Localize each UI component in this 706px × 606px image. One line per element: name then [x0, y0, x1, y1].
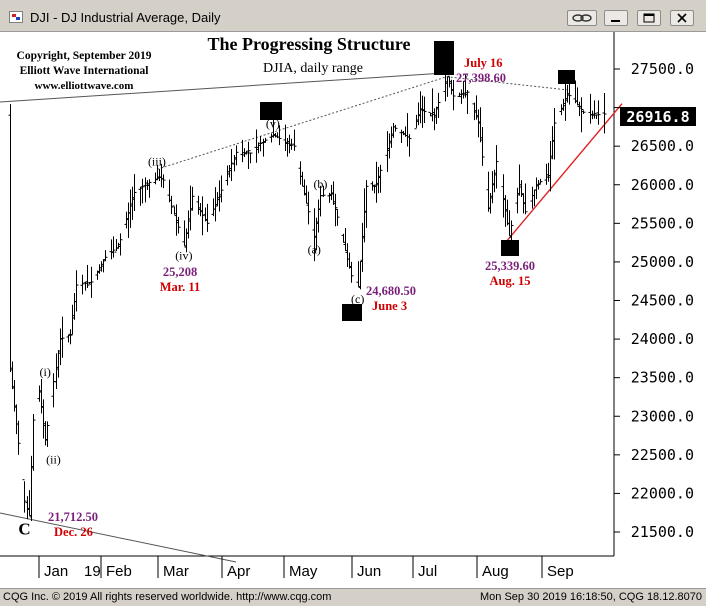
wave-marker-box	[342, 304, 362, 321]
status-bar: CQG Inc. © 2019 All rights reserved worl…	[0, 588, 706, 606]
iii-to-top-dashed-line	[156, 76, 447, 170]
wave-label: (b)	[313, 177, 327, 191]
month-label: Aug	[482, 563, 509, 580]
wave-marker-box	[434, 41, 454, 75]
chart-subtitle: DJIA, daily range	[263, 61, 363, 76]
price-annotation: 27,398.60	[456, 71, 506, 85]
y-tick-label: 24000.0	[631, 330, 694, 348]
price-annotation: 25,339.60	[485, 259, 535, 273]
price-annotation: 25,208	[163, 265, 197, 279]
window-title: DJI - DJ Industrial Average, Daily	[30, 10, 221, 25]
wave-marker-box	[558, 70, 575, 84]
month-label: May	[289, 563, 318, 580]
date-annotation: July 16	[464, 56, 503, 70]
y-tick-label: 23500.0	[631, 369, 694, 387]
title-bar: DJI - DJ Industrial Average, Daily	[0, 0, 706, 32]
minimize-icon	[611, 20, 620, 22]
month-label: Jan	[44, 563, 68, 580]
y-tick-label: 25000.0	[631, 253, 694, 271]
copyright-line-3: www.elliottwave.com	[35, 80, 134, 92]
y-tick-label: 27500.0	[631, 60, 694, 78]
wave-label: (c)	[351, 292, 364, 306]
copyright-line-2: Elliott Wave International	[20, 65, 149, 77]
top-to-sep-dashed-line	[446, 76, 567, 91]
month-label: Jun	[357, 563, 381, 580]
chart-area[interactable]: 21500.0 22000.0 22500.0 23000.0 23500.0 24000…	[0, 32, 706, 588]
wave-label: (iv)	[175, 249, 192, 263]
wave-label: (ii)	[46, 452, 61, 466]
maximize-button[interactable]	[637, 10, 661, 26]
y-tick-label: 21500.0	[631, 523, 694, 541]
date-annotation: June 3	[372, 299, 407, 313]
wave-marker-box	[260, 102, 282, 120]
y-tick-label: 26000.0	[631, 176, 694, 194]
red-trendline	[506, 103, 623, 242]
wave-label: (iii)	[148, 154, 166, 168]
month-label: Sep	[547, 563, 574, 580]
wave-label: (i)	[40, 365, 51, 379]
status-timestamp: Mon Sep 30 2019 16:18:50, CQG 18.12.8070	[480, 591, 702, 603]
last-price-box	[620, 107, 696, 126]
link-button[interactable]	[567, 10, 597, 26]
y-tick-label: 24500.0	[631, 292, 694, 310]
date-annotation: Dec. 26	[54, 525, 93, 539]
wave-label: (a)	[308, 242, 321, 256]
wave-label: C	[18, 519, 30, 538]
price-annotation: 21,712.50	[48, 510, 98, 524]
y-tick-label: 25500.0	[631, 214, 694, 232]
y-tick-label: 23000.0	[631, 407, 694, 425]
month-label: Feb	[106, 563, 132, 580]
month-label: Mar	[163, 563, 189, 580]
lower-channel-line	[0, 512, 237, 563]
date-annotation: Aug. 15	[490, 274, 531, 288]
upper-channel-line	[0, 72, 447, 103]
date-annotation: Mar. 11	[160, 280, 201, 294]
chart-title: The Progressing Structure	[208, 34, 411, 54]
month-label: Jul	[418, 563, 437, 580]
chain-link-icon	[572, 14, 592, 22]
y-tick-label: 26500.0	[631, 137, 694, 155]
price-annotation: 24,680.50	[366, 284, 416, 298]
wave-marker-box	[501, 240, 519, 256]
wave-label: (v)	[266, 117, 280, 131]
month-label: Apr	[227, 563, 250, 580]
minimize-button[interactable]	[604, 10, 628, 26]
copyright-line-1: Copyright, September 2019	[17, 50, 152, 62]
y-tick-label: 22000.0	[631, 484, 694, 502]
close-button[interactable]	[670, 10, 694, 26]
last-price-label: 26916.8	[626, 108, 689, 126]
price-chart[interactable]: 21500.0 22000.0 22500.0 23000.0 23500.0 24000…	[0, 32, 706, 588]
status-copyright: CQG Inc. © 2019 All rights reserved worl…	[3, 591, 332, 603]
close-icon	[677, 13, 687, 23]
cqg-app-icon	[9, 11, 23, 23]
month-label: 19	[84, 563, 101, 580]
maximize-icon	[643, 13, 655, 23]
y-tick-label: 22500.0	[631, 446, 694, 464]
